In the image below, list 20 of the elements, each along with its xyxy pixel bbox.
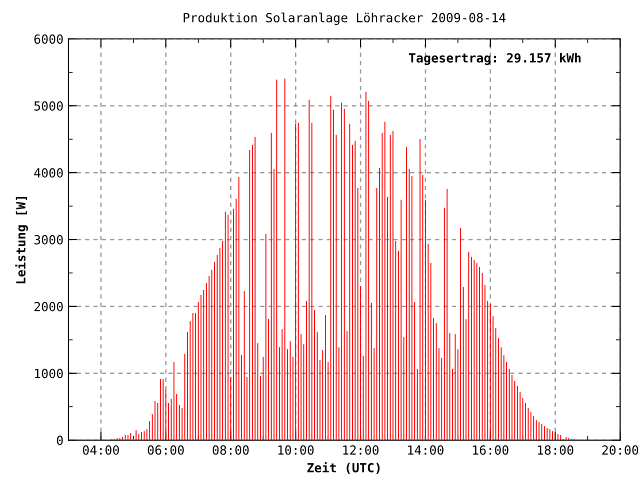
x-tick-label: 06:00: [148, 445, 184, 455]
x-tick-label: 18:00: [538, 445, 574, 455]
y-tick-label: 3000: [34, 235, 63, 244]
y-tick-label: 1000: [35, 368, 63, 378]
y-tick-label: 2000: [34, 302, 63, 312]
x-tick-label: 20:00: [602, 445, 638, 455]
x-tick-label: 04:00: [82, 445, 119, 455]
y-tick-label: 6000: [34, 34, 63, 44]
x-tick-label: 14:00: [408, 445, 444, 455]
x-tick-label: 16:00: [473, 445, 508, 455]
y-axis-title: Leistung [W]: [15, 196, 28, 284]
annotation: Tagesertrag: 29.157 kWh: [409, 52, 581, 66]
y-tick-label: 0: [56, 436, 63, 446]
x-tick-label: 10:00: [278, 445, 314, 455]
y-tick-label: 5000: [34, 101, 63, 111]
x-tick-label: 12:00: [343, 445, 379, 455]
y-tick-label: 4000: [34, 168, 63, 178]
x-axis-title: Zeit (UTC): [307, 462, 380, 474]
x-tick-label: 08:00: [212, 445, 249, 455]
chart-title: Produktion Solaranlage Löhracker 2009-08-14: [184, 12, 506, 25]
